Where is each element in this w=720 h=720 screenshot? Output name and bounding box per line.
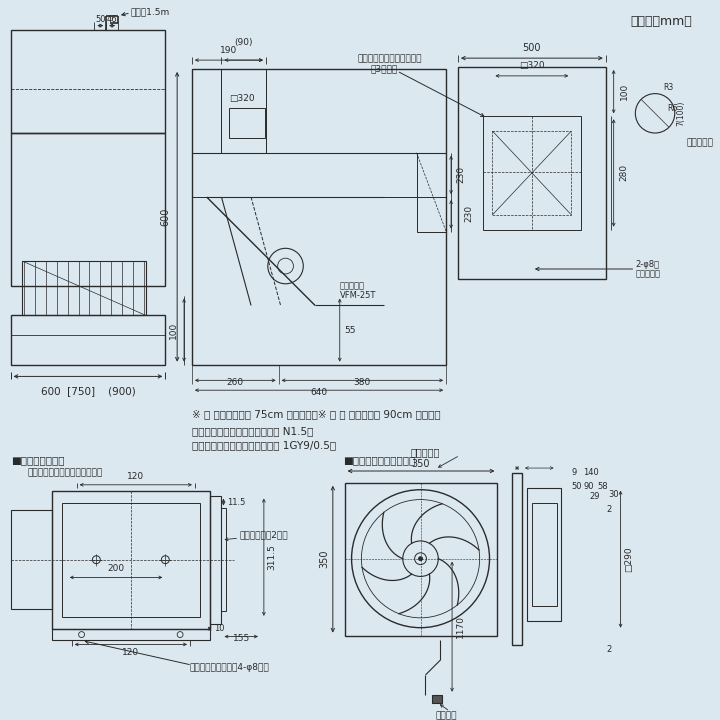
Text: 500: 500	[523, 43, 541, 53]
Text: 本体固定用: 本体固定用	[635, 269, 660, 279]
Text: 換気扇取付用ハーフカット: 換気扇取付用ハーフカット	[357, 54, 422, 63]
Text: 230: 230	[464, 205, 473, 222]
Text: 380: 380	[354, 379, 371, 387]
Text: 140: 140	[583, 468, 599, 477]
Bar	[458, 67, 606, 279]
Text: 50: 50	[571, 482, 582, 491]
Text: 同梱換気扇: 同梱換気扇	[340, 282, 365, 290]
Text: 600: 600	[161, 207, 170, 226]
Text: 2-φ8穴: 2-φ8穴	[635, 260, 660, 269]
Text: 10: 10	[214, 624, 224, 633]
Text: 200: 200	[107, 564, 125, 574]
Bar	[11, 30, 166, 133]
Text: 311.5: 311.5	[267, 544, 276, 570]
Text: 2: 2	[607, 505, 612, 515]
Bar	[432, 695, 442, 703]
Bar	[512, 473, 522, 645]
Text: 取付ボルト（2本）: 取付ボルト（2本）	[239, 531, 288, 539]
Text: 埋込ボルト取付用（4-φ8穴）: 埋込ボルト取付用（4-φ8穴）	[190, 663, 270, 672]
Text: □320: □320	[230, 94, 255, 103]
Text: R3: R3	[663, 83, 673, 91]
Text: 350: 350	[411, 459, 430, 469]
Text: VFM-25T: VFM-25T	[340, 291, 376, 300]
Text: □320: □320	[519, 61, 545, 70]
Text: 260: 260	[227, 379, 244, 387]
Bar	[11, 315, 166, 364]
Text: 120: 120	[122, 649, 140, 657]
Text: 取付ボルト: 取付ボルト	[411, 447, 440, 457]
Text: 155: 155	[233, 634, 250, 642]
Text: 50: 50	[95, 14, 106, 24]
Text: ■取付寸法詳細図: ■取付寸法詳細図	[11, 455, 64, 465]
Bar	[192, 69, 446, 364]
Text: 100: 100	[620, 83, 629, 100]
Bar	[210, 495, 222, 624]
Bar	[11, 133, 166, 286]
Text: 350: 350	[319, 549, 329, 568]
Text: 46: 46	[107, 14, 117, 24]
Text: 本体引掛用: 本体引掛用	[687, 138, 714, 147]
Bar	[527, 487, 562, 621]
Bar	[532, 503, 557, 606]
Text: 230: 230	[456, 166, 465, 183]
Text: □290: □290	[624, 546, 634, 572]
Text: ホワイト塗装（マンセル 1GY9/0.5）: ホワイト塗装（マンセル 1GY9/0.5）	[192, 441, 336, 451]
Text: コネクタ: コネクタ	[436, 711, 456, 720]
Text: R6: R6	[667, 104, 677, 113]
Bar	[230, 109, 265, 138]
Text: 2: 2	[607, 645, 612, 654]
Text: ※ ［ ］内の寸法は 75cm 巾タイプ　※ （ ） 内の寸法は 90cm 巾タイプ: ※ ［ ］内の寸法は 75cm 巾タイプ ※ （ ） 内の寸法は 90cm 巾タ…	[192, 409, 441, 419]
Text: （単位：mm）: （単位：mm）	[631, 15, 693, 28]
Text: 90: 90	[583, 482, 593, 491]
Bar	[345, 483, 498, 636]
Text: 9: 9	[571, 468, 577, 477]
Text: 機外長1.5m: 機外長1.5m	[131, 7, 170, 17]
Text: ■同梱換気扇（不燃形）: ■同梱換気扇（不燃形）	[343, 455, 415, 465]
Bar	[62, 503, 200, 617]
Bar	[22, 261, 145, 315]
Text: 29: 29	[589, 492, 600, 500]
Text: 280: 280	[620, 164, 629, 181]
Text: 7(100): 7(100)	[677, 101, 685, 126]
Bar	[417, 153, 446, 232]
Bar	[482, 116, 581, 230]
Text: (90): (90)	[234, 38, 253, 48]
Text: 色調：ブラック塗装（マンセル N1.5）: 色調：ブラック塗装（マンセル N1.5）	[192, 426, 313, 436]
Bar	[11, 510, 52, 609]
Text: 190: 190	[220, 46, 237, 55]
Text: 55: 55	[345, 325, 356, 335]
Bar	[492, 131, 571, 215]
Text: 11.5: 11.5	[228, 498, 246, 507]
Circle shape	[418, 557, 423, 561]
Text: 100: 100	[169, 321, 178, 338]
Text: 30: 30	[608, 490, 619, 499]
Bar	[52, 491, 210, 629]
Text: 640: 640	[310, 388, 328, 397]
Text: 1170: 1170	[456, 615, 465, 638]
Bar	[52, 629, 210, 641]
Text: 600  [750]    (900): 600 [750] (900)	[41, 386, 136, 396]
Bar	[222, 508, 226, 611]
Bar	[222, 69, 266, 153]
Text: 58: 58	[597, 482, 608, 491]
Text: 120: 120	[127, 472, 144, 481]
Text: （化粧枠を外した状態を示す）: （化粧枠を外した状態を示す）	[27, 468, 103, 477]
Text: （3カ所）: （3カ所）	[370, 64, 397, 73]
